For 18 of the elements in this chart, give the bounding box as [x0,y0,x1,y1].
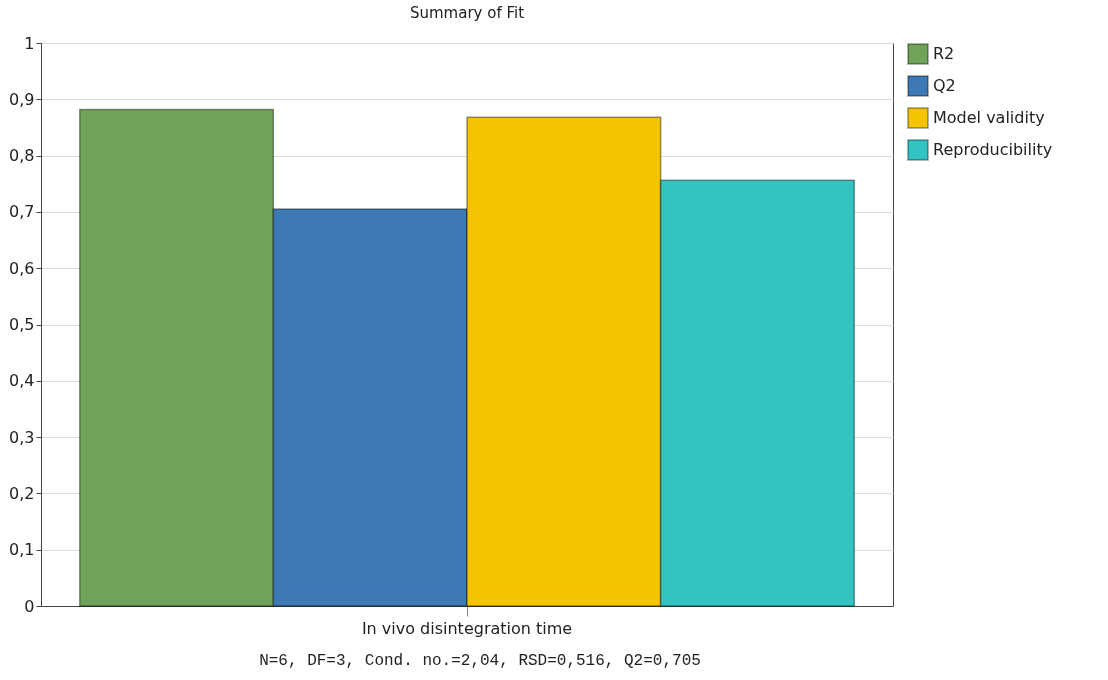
y-tick-label: 0,4 [9,371,35,391]
y-tick-label: 0,8 [9,146,35,166]
y-tick-label: 0 [24,596,35,616]
legend-label: R2 [933,44,955,63]
y-tick-label: 0,5 [9,315,35,334]
y-tick-label: 0,3 [9,427,35,447]
y-tick-label: 0,7 [9,202,35,222]
y-tick-label: 0,2 [9,483,35,503]
legend-label: Reproducibility [933,140,1053,159]
text: N=6, DF=3, Cond. no.=2,04, RSD=0,516, Q2=0,705 [258,652,702,670]
legend-label: Model validity [933,108,1045,127]
x-tick-label: In vivo disintegration time [361,618,573,638]
y-tick-label: 0,1 [9,540,35,560]
y-tick-label: 1 [24,33,35,53]
y-tick-label: 0,6 [9,258,35,278]
chart-title: Summary of Fit [409,4,525,22]
y-tick-label: 0,9 [9,89,35,109]
legend-label: Q2 [933,76,956,95]
